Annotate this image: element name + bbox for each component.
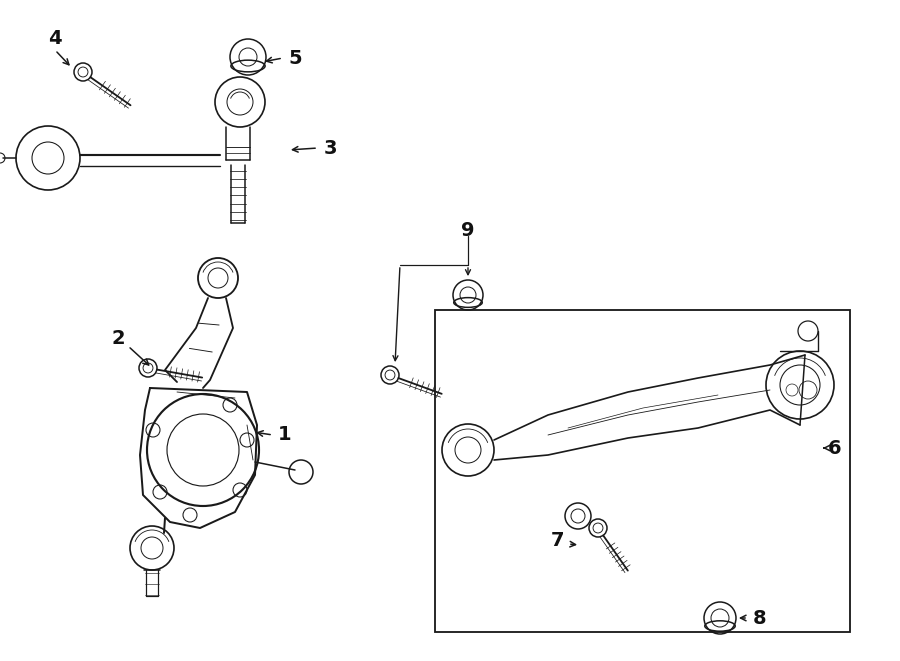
Text: 2: 2	[112, 329, 125, 348]
Bar	[435, 310, 850, 632]
Text: 3: 3	[323, 139, 337, 157]
Text: 4: 4	[49, 28, 62, 48]
Text: 6: 6	[828, 438, 842, 457]
Text: 1: 1	[278, 426, 292, 444]
Text: 5: 5	[288, 48, 302, 67]
Text: 9: 9	[461, 221, 475, 239]
Text: 8: 8	[753, 609, 767, 627]
Text: 7: 7	[551, 531, 565, 549]
